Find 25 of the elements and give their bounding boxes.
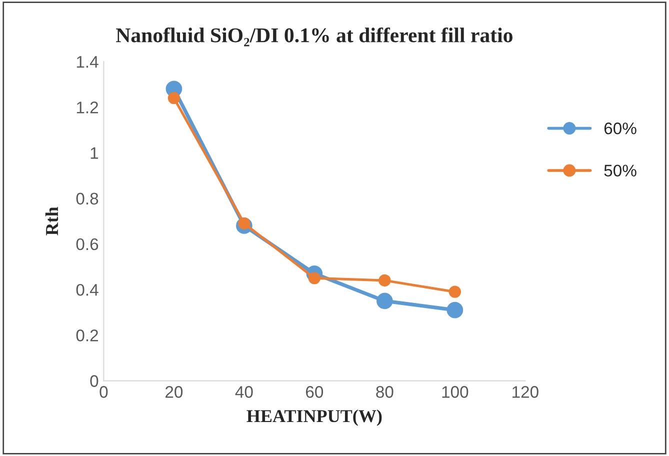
- y-tick-label: 0.2: [76, 330, 98, 342]
- y-tick-label: 0.8: [76, 192, 98, 205]
- x-tick-label: 20: [166, 386, 183, 398]
- y-tick-label: 1: [90, 147, 98, 159]
- x-tick-label: 60: [306, 386, 324, 398]
- x-tick-label: 120: [512, 386, 538, 398]
- y-tick-label: 0.4: [76, 284, 98, 296]
- x-tick-label: 0: [100, 386, 108, 398]
- y-tick-label: 0.6: [76, 238, 98, 250]
- legend-label: 60%: [604, 122, 636, 134]
- chart-title: Nanofluid SiO₂/DI 0.1% at different fill ratio: [116, 27, 512, 46]
- point: [378, 274, 391, 287]
- x-tick-label: 80: [376, 386, 394, 398]
- x-tick-label: 40: [235, 386, 253, 398]
- point: [376, 292, 393, 310]
- y-axis-title: Rth: [45, 206, 58, 236]
- x-tick-label: 100: [442, 386, 468, 398]
- x-axis-title: HEATINPUT(W): [246, 409, 382, 426]
- y-tick-label: 0: [90, 375, 98, 387]
- point: [168, 92, 180, 104]
- legend-label: 50%: [604, 164, 636, 177]
- y-tick-label: 1.4: [76, 56, 98, 68]
- y-tick-label: 1.2: [76, 102, 98, 114]
- point: [446, 302, 464, 318]
- point: [448, 286, 461, 298]
